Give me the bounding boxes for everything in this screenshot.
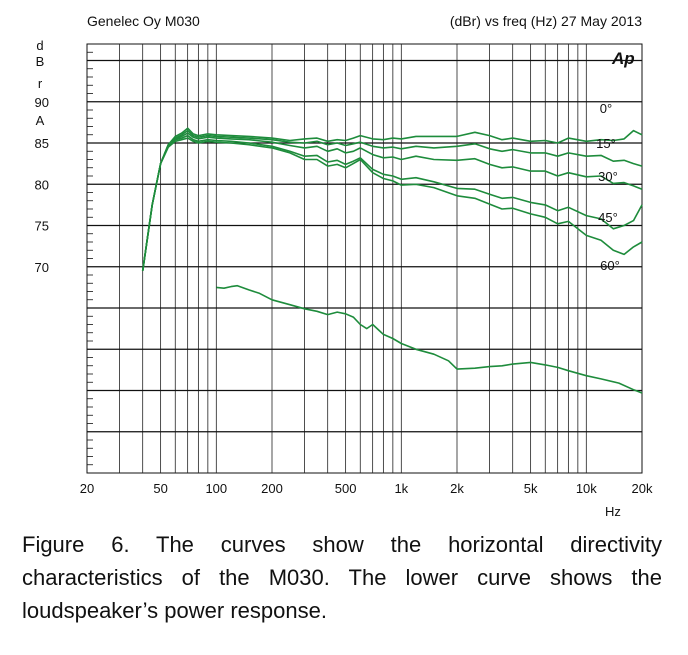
x-tick-label: 20k xyxy=(632,481,653,496)
y-axis-label-char: A xyxy=(36,113,45,128)
x-tick-label: 1k xyxy=(394,481,408,496)
series-label: 0° xyxy=(600,101,612,116)
series-label: 30° xyxy=(598,169,618,184)
x-tick-label: 50 xyxy=(153,481,167,496)
ap-watermark-logo: Ap xyxy=(611,49,635,68)
series-line-30° xyxy=(141,132,643,272)
series-line-power xyxy=(216,284,643,394)
y-tick-label: 70 xyxy=(35,260,49,275)
y-tick-label: 75 xyxy=(35,219,49,234)
series-line-45° xyxy=(141,134,643,272)
series-lines xyxy=(141,127,643,394)
chart-title-left: Genelec Oy M030 xyxy=(87,13,200,29)
x-tick-label: 5k xyxy=(524,481,538,496)
series-label: 60° xyxy=(600,258,620,273)
y-axis-label-char: d xyxy=(36,38,43,53)
chart-title-right: (dBr) vs freq (Hz) 27 May 2013 xyxy=(450,13,642,29)
x-tick-label: 100 xyxy=(205,481,227,496)
plot-frame xyxy=(86,43,643,474)
series-line-0° xyxy=(141,127,643,272)
tick-labels: 20 50 100 200 500 1k 2k 5k 10k 20k 90 85 80 75 70 xyxy=(35,95,653,496)
y-tick-label: 80 xyxy=(35,177,49,192)
x-tick-label: 10k xyxy=(576,481,597,496)
figure-caption: Figure 6. The curves show the horizontal… xyxy=(22,532,662,623)
x-tick-label: 2k xyxy=(450,481,464,496)
y-tick-label: 85 xyxy=(35,136,49,151)
y-axis-label-char: r xyxy=(38,76,43,91)
series-labels: 0° 15° 30° 45° 60° xyxy=(596,101,620,273)
x-tick-label: 20 xyxy=(80,481,94,496)
x-tick-label: 200 xyxy=(261,481,283,496)
series-label: 15° xyxy=(596,136,616,151)
x-axis-label: Hz xyxy=(605,504,621,519)
series-label: 45° xyxy=(598,210,618,225)
y-axis-label-char: B xyxy=(36,54,45,69)
series-line-60° xyxy=(141,137,643,272)
x-tick-label: 500 xyxy=(335,481,357,496)
y-axis-label: dBr A xyxy=(36,38,45,128)
directivity-chart: Genelec Oy M030 (dBr) vs freq (Hz) 27 Ma… xyxy=(35,13,653,519)
grid xyxy=(86,43,643,474)
y-tick-label: 90 xyxy=(35,95,49,110)
series-line-15° xyxy=(141,129,643,272)
